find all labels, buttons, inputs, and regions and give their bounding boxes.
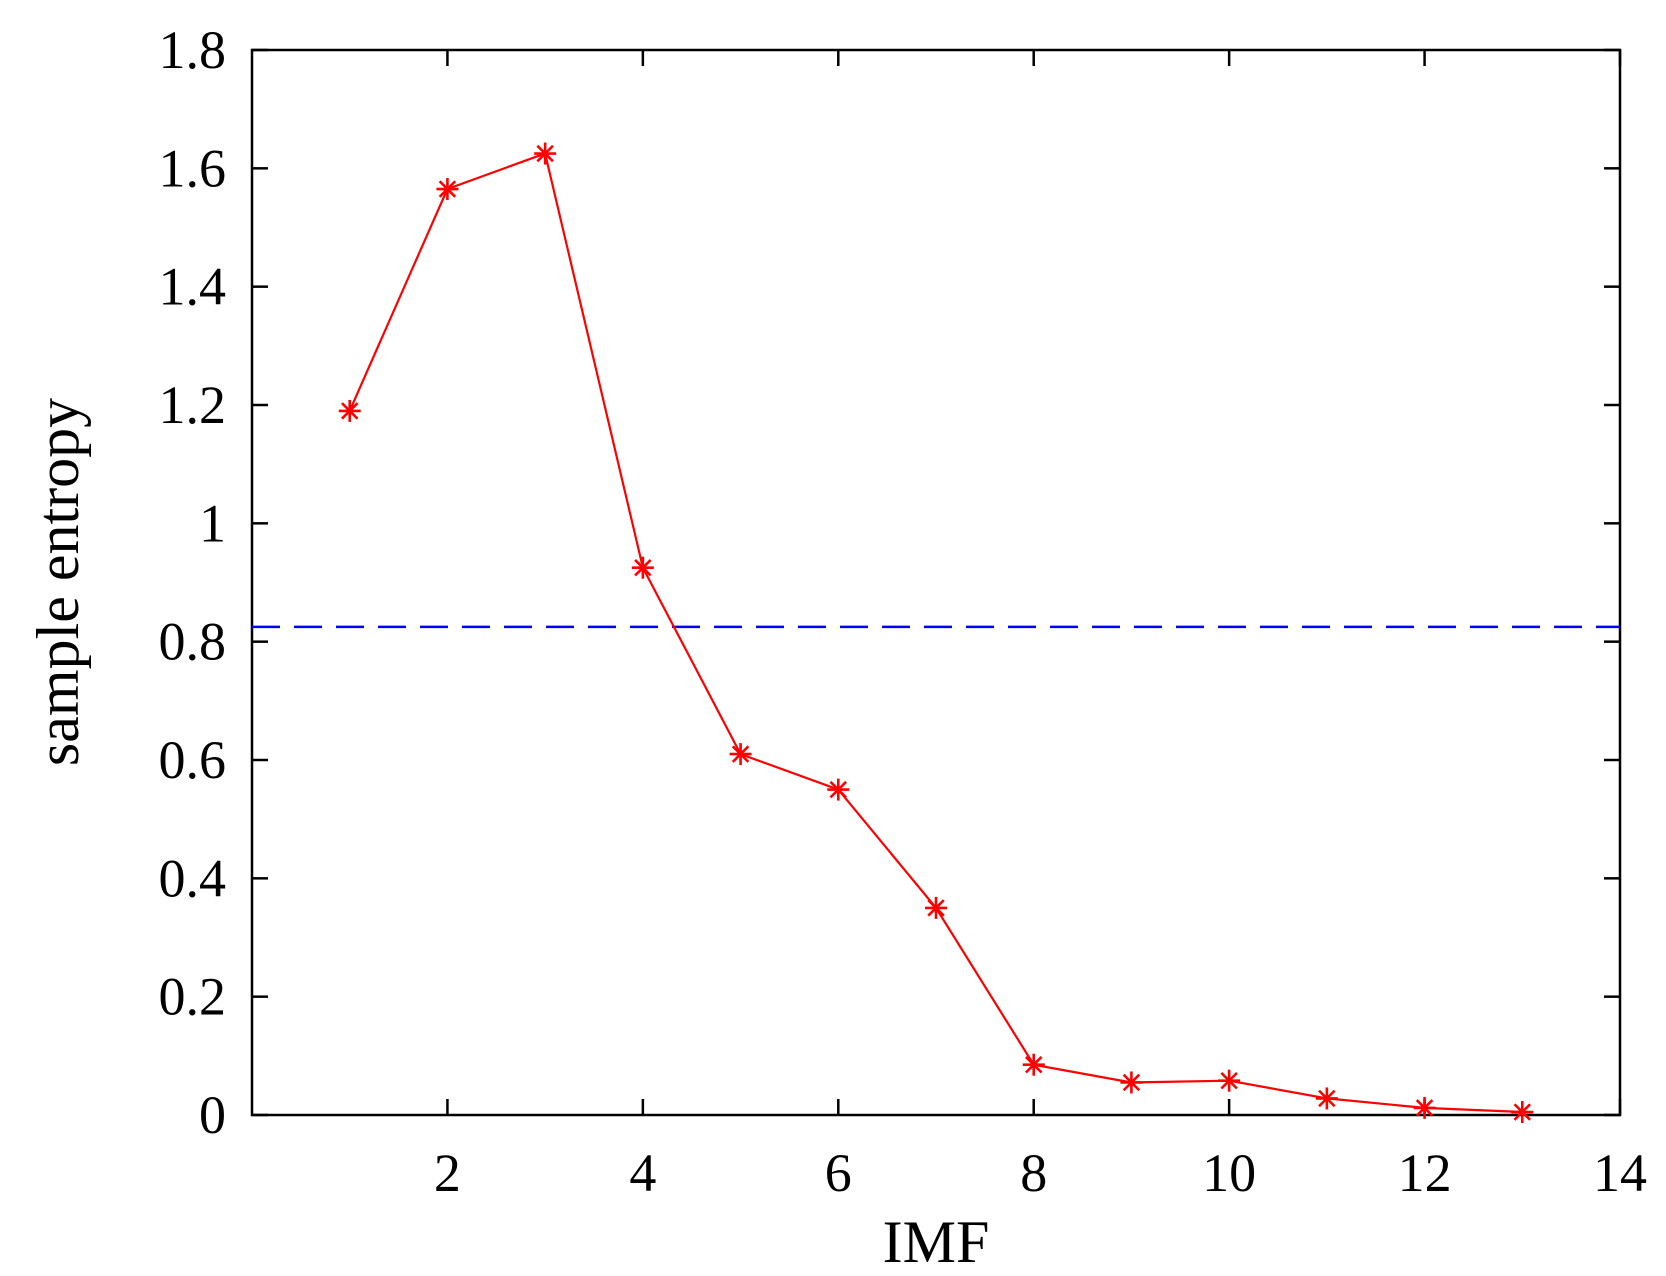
y-axis-label: sample entropy (25, 398, 91, 766)
data-point (729, 743, 752, 766)
y-tick-label: 0 (199, 1085, 226, 1145)
y-tick-label: 0.8 (159, 612, 227, 672)
y-tick-label: 1.6 (159, 138, 227, 198)
x-tick-label: 6 (825, 1143, 852, 1203)
data-point (925, 896, 947, 919)
y-tick-label: 0.4 (159, 848, 227, 908)
data-point (1315, 1087, 1338, 1110)
data-point (631, 556, 654, 579)
x-axis: 2 4 6 8 10 12 14 (434, 50, 1647, 1203)
y-tick-label: 1.4 (159, 257, 227, 317)
data-point (1120, 1071, 1143, 1094)
x-tick-label: 12 (1398, 1143, 1452, 1203)
data-point (534, 142, 557, 165)
data-point (827, 778, 850, 801)
data-point (1413, 1096, 1436, 1119)
data-point (436, 178, 459, 201)
series-layer (338, 142, 1534, 1124)
x-tick-label: 4 (629, 1143, 656, 1203)
x-tick-label: 8 (1020, 1143, 1047, 1203)
y-tick-label: 1.8 (159, 20, 227, 80)
y-axis: 0 0.2 0.4 0.6 0.8 1 1.2 1.4 1.6 1.8 (159, 20, 1620, 1145)
x-axis-label: IMF (883, 1209, 990, 1275)
data-point (338, 399, 361, 422)
plot-frame (250, 48, 1622, 1117)
x-tick-label: 2 (434, 1143, 461, 1203)
data-point (1218, 1069, 1241, 1092)
y-tick-label: 1 (199, 493, 226, 553)
y-tick-label: 0.6 (159, 730, 227, 790)
y-tick-label: 0.2 (159, 967, 227, 1027)
series-line (348, 152, 1523, 1114)
x-tick-label: 14 (1593, 1143, 1647, 1203)
data-point (1511, 1101, 1534, 1124)
x-tick-label: 10 (1202, 1143, 1256, 1203)
data-point (1022, 1053, 1045, 1076)
y-tick-label: 1.2 (159, 375, 227, 435)
